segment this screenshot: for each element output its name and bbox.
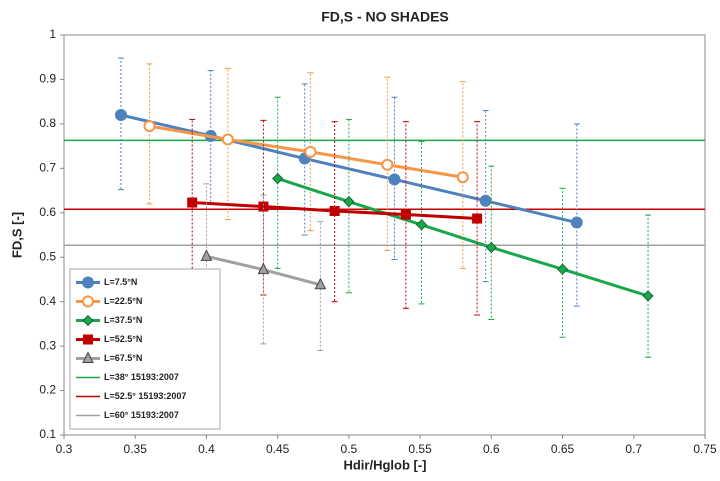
y-tick-label: 0.3 bbox=[39, 338, 56, 352]
legend-label: L=52.5°N bbox=[104, 334, 142, 344]
legend-box bbox=[69, 268, 221, 430]
y-tick-label: 1 bbox=[49, 27, 56, 41]
x-tick-label: 0.45 bbox=[266, 442, 290, 456]
y-tick-label: 0.7 bbox=[39, 161, 56, 175]
legend-label: L=38° 15193:2007 bbox=[104, 372, 179, 382]
x-tick-label: 0.55 bbox=[408, 442, 432, 456]
y-tick-label: 0.6 bbox=[39, 205, 56, 219]
y-tick-label: 0.1 bbox=[39, 427, 56, 441]
legend-marker bbox=[82, 276, 94, 289]
x-tick-label: 0.4 bbox=[198, 442, 215, 456]
point bbox=[114, 109, 127, 121]
x-tick-label: 0.65 bbox=[551, 442, 575, 456]
legend-marker bbox=[82, 351, 94, 363]
point bbox=[456, 171, 469, 184]
point bbox=[400, 209, 411, 220]
x-tick-label: 0.35 bbox=[124, 442, 148, 456]
y-tick-label: 0.5 bbox=[39, 249, 56, 263]
legend-marker bbox=[82, 295, 94, 308]
point bbox=[304, 145, 317, 158]
point bbox=[221, 133, 234, 146]
point bbox=[200, 249, 213, 261]
y-tick-label: 0.2 bbox=[39, 383, 56, 397]
plot-frame bbox=[63, 34, 706, 436]
point bbox=[314, 277, 327, 290]
point bbox=[570, 216, 583, 229]
legend-label: L=67.5°N bbox=[104, 353, 142, 363]
chart-title: FD,S - NO SHADES bbox=[321, 9, 449, 25]
point bbox=[143, 120, 156, 133]
point bbox=[257, 262, 270, 275]
series-line bbox=[120, 113, 578, 225]
legend-marker bbox=[83, 334, 93, 345]
x-tick-label: 0.3 bbox=[56, 442, 73, 456]
legend-label: L=52.5° 15193:2007 bbox=[104, 391, 186, 401]
point bbox=[329, 206, 340, 216]
point bbox=[479, 194, 492, 207]
point bbox=[187, 197, 198, 208]
legend-label: L=37.5°N bbox=[104, 315, 142, 325]
y-tick-label: 0.4 bbox=[39, 294, 56, 308]
x-axis-label: Hdir/Hglob [-] bbox=[343, 457, 426, 472]
point bbox=[272, 172, 284, 185]
y-axis-label: FD,S [-] bbox=[9, 212, 24, 258]
point bbox=[343, 196, 355, 208]
legend-label: L=7.5°N bbox=[104, 277, 137, 287]
x-tick-label: 0.5 bbox=[341, 442, 358, 456]
y-tick-label: 0.8 bbox=[39, 116, 56, 130]
point bbox=[472, 213, 483, 224]
point bbox=[381, 158, 394, 171]
y-tick-label: 0.9 bbox=[39, 72, 56, 86]
point bbox=[388, 173, 401, 186]
point bbox=[642, 290, 654, 302]
series-line bbox=[277, 177, 649, 298]
x-tick-label: 0.6 bbox=[483, 442, 500, 456]
point bbox=[556, 263, 569, 275]
x-tick-label: 0.7 bbox=[625, 442, 642, 456]
legend-label: L=22.5°N bbox=[104, 296, 142, 306]
legend-marker bbox=[82, 314, 94, 327]
point bbox=[258, 201, 269, 212]
point bbox=[485, 241, 497, 254]
legend-label: L=60° 15193:2007 bbox=[104, 410, 179, 420]
point bbox=[415, 219, 428, 231]
x-tick-label: 0.75 bbox=[693, 442, 717, 456]
